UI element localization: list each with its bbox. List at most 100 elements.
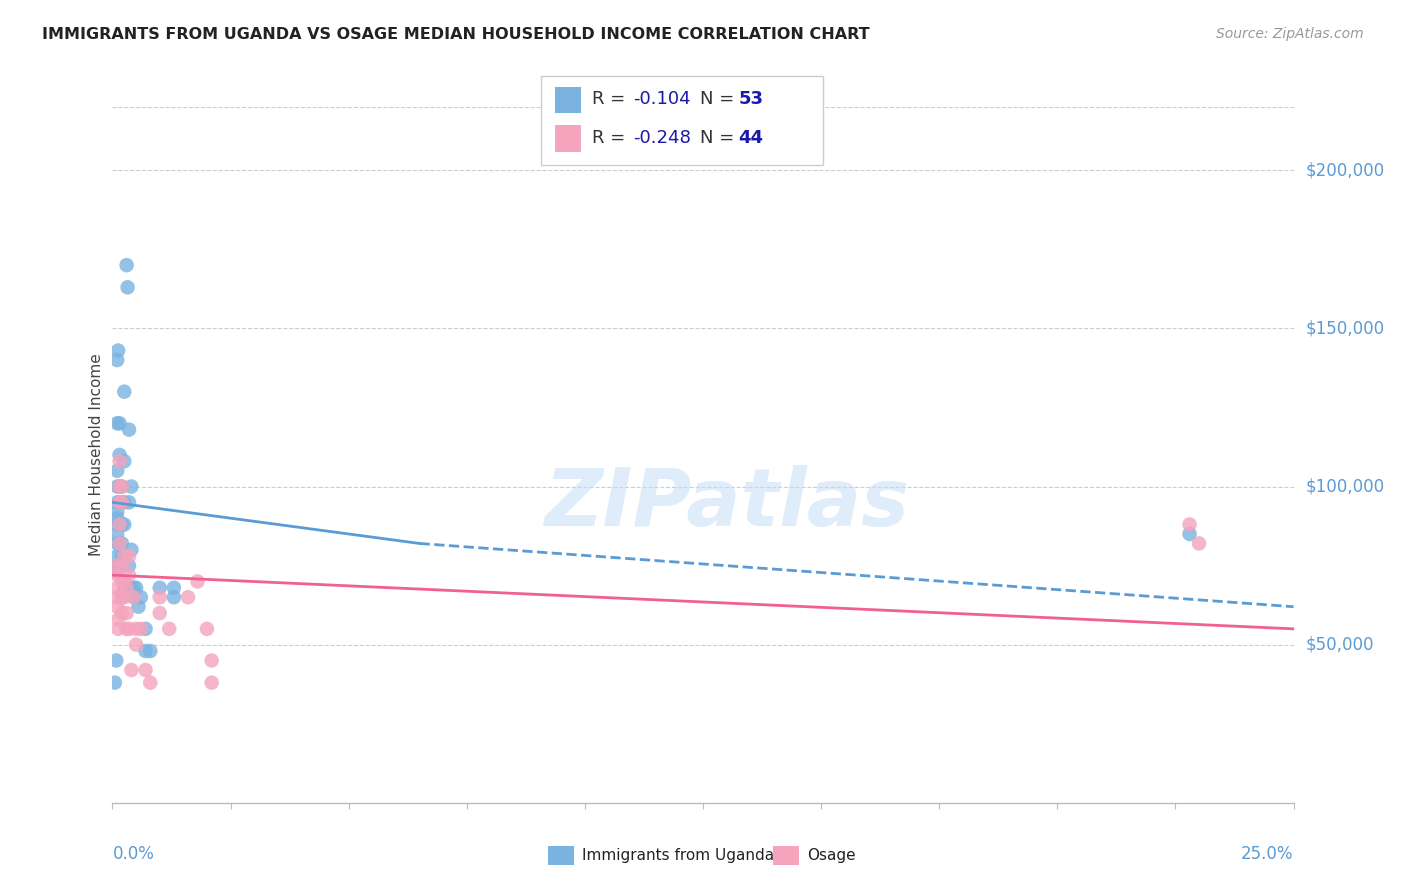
Point [105,549,128,563]
Point [149,606,172,620]
Point [135,663,157,677]
Point [112,384,135,399]
Text: 44: 44 [738,129,763,147]
Point [107,343,129,358]
Point [112,581,135,595]
Point [127,599,149,614]
Point [120,581,142,595]
Text: -0.104: -0.104 [633,90,690,108]
Point [118,622,141,636]
Point [111,591,134,605]
Point [111,574,134,589]
Point [108,517,131,532]
Point [105,527,128,541]
Point [105,558,128,573]
Point [112,591,135,605]
Point [149,581,172,595]
Point [129,622,152,636]
Point [111,536,134,550]
Point [111,479,134,493]
Point [118,495,141,509]
Point [135,622,157,636]
Text: Osage: Osage [807,848,856,863]
Point [129,591,152,605]
Point [115,258,138,272]
Text: 53: 53 [738,90,763,108]
Point [1188,536,1211,550]
Point [118,423,141,437]
Text: $200,000: $200,000 [1305,161,1385,179]
Point [105,536,128,550]
Point [107,622,129,636]
Point [111,479,134,493]
Point [105,568,128,582]
Text: Immigrants from Uganda: Immigrants from Uganda [582,848,775,863]
Point [149,591,172,605]
Text: N =: N = [700,90,734,108]
Text: R =: R = [592,90,626,108]
Point [115,622,138,636]
Point [105,417,128,431]
Point [112,495,135,509]
Point [112,517,135,532]
Text: -0.248: -0.248 [633,129,690,147]
Point [105,517,128,532]
Point [135,644,157,658]
Text: N =: N = [700,129,734,147]
Point [177,591,200,605]
Point [117,280,139,294]
Point [118,568,141,582]
Point [1178,517,1201,532]
Point [108,495,131,509]
Point [108,479,131,493]
Point [111,517,134,532]
Point [120,479,142,493]
Point [122,581,145,595]
Text: $50,000: $50,000 [1305,636,1374,654]
Point [105,464,128,478]
Point [108,454,131,468]
Point [108,536,131,550]
Point [139,644,162,658]
Point [118,549,141,563]
Point [105,581,128,595]
Point [111,549,134,563]
Point [201,653,224,667]
Point [125,581,148,595]
Text: 25.0%: 25.0% [1241,845,1294,863]
Text: 0.0%: 0.0% [112,845,155,863]
Point [115,581,138,595]
Text: ZIPatlas: ZIPatlas [544,465,910,542]
Point [163,591,186,605]
Text: Source: ZipAtlas.com: Source: ZipAtlas.com [1216,27,1364,41]
Point [111,591,134,605]
Text: $150,000: $150,000 [1305,319,1385,337]
Point [108,417,131,431]
Point [1178,527,1201,541]
Point [105,495,128,509]
Point [105,653,128,667]
Point [111,558,134,573]
Point [108,479,131,493]
Point [108,495,131,509]
Point [112,454,135,468]
Point [120,542,142,557]
Point [108,517,131,532]
Point [122,591,145,605]
Point [108,448,131,462]
Point [111,495,134,509]
Point [122,591,145,605]
Point [111,495,134,509]
Point [107,612,129,626]
Point [105,353,128,368]
Point [105,558,128,573]
Point [201,675,224,690]
Point [163,581,186,595]
Point [105,591,128,605]
Point [125,622,148,636]
Point [157,622,180,636]
Text: IMMIGRANTS FROM UGANDA VS OSAGE MEDIAN HOUSEHOLD INCOME CORRELATION CHART: IMMIGRANTS FROM UGANDA VS OSAGE MEDIAN H… [42,27,870,42]
Point [186,574,208,589]
Point [112,574,135,589]
Point [105,479,128,493]
